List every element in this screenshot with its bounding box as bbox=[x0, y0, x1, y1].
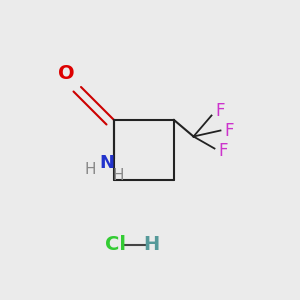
Text: F: F bbox=[225, 122, 234, 140]
Text: Cl: Cl bbox=[105, 235, 126, 254]
Text: H: H bbox=[143, 235, 160, 254]
Text: H: H bbox=[84, 162, 96, 177]
Text: O: O bbox=[58, 64, 74, 83]
Text: F: F bbox=[219, 142, 228, 160]
Text: N: N bbox=[99, 154, 114, 172]
Text: H: H bbox=[113, 168, 124, 183]
Text: F: F bbox=[216, 102, 225, 120]
